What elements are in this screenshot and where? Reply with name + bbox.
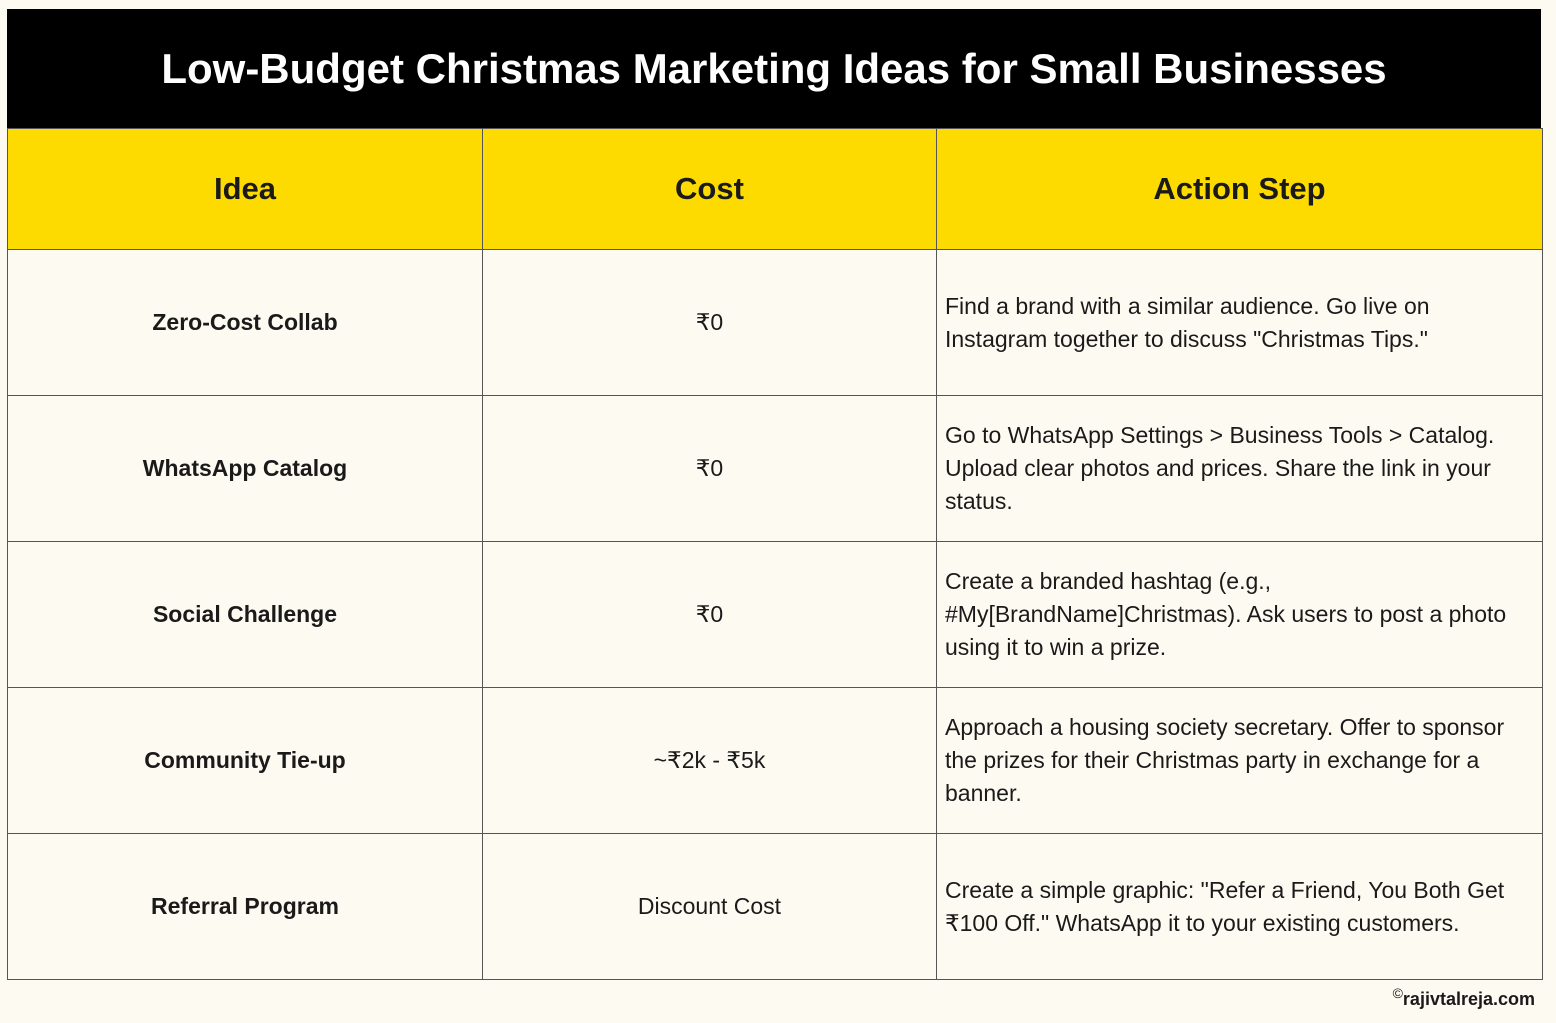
cell-cost: ₹0 xyxy=(482,249,937,396)
cell-action: Approach a housing society secretary. Of… xyxy=(936,687,1543,834)
cell-idea: Community Tie-up xyxy=(7,687,483,834)
cell-cost: ₹0 xyxy=(482,541,937,688)
title: Low-Budget Christmas Marketing Ideas for… xyxy=(7,9,1541,128)
sheet: Low-Budget Christmas Marketing Ideas for… xyxy=(7,9,1543,980)
cell-cost: Discount Cost xyxy=(482,833,937,980)
cell-action: Create a branded hashtag (e.g., #My[Bran… xyxy=(936,541,1543,688)
cell-idea: Referral Program xyxy=(7,833,483,980)
cell-action: Find a brand with a similar audience. Go… xyxy=(936,249,1543,396)
footer: ©rajivtalreja.com xyxy=(1393,985,1535,1010)
header-row: Idea Cost Action Step xyxy=(7,128,1543,250)
column-header: Cost xyxy=(482,128,937,250)
cell-action: Go to WhatsApp Settings > Business Tools… xyxy=(936,395,1543,542)
footer-text: rajivtalreja.com xyxy=(1402,989,1535,1009)
table-row: Community Tie-up ~₹2k - ₹5k Approach a hou… xyxy=(7,687,1543,834)
table-row: WhatsApp Catalog ₹0 Go to WhatsApp Setting… xyxy=(7,395,1543,542)
cell-idea: Social Challenge xyxy=(7,541,483,688)
cell-idea: WhatsApp Catalog xyxy=(7,395,483,542)
cell-cost: ₹0 xyxy=(482,395,937,542)
table-row: Social Challenge ₹0 Create a branded hasht… xyxy=(7,541,1543,688)
copyright-symbol: © xyxy=(1392,985,1403,1001)
cell-idea: Zero-Cost Collab xyxy=(7,249,483,396)
cell-action: Create a simple graphic: "Refer a Friend… xyxy=(936,833,1543,980)
table-row: Zero-Cost Collab ₹0 Find a brand with a si… xyxy=(7,249,1543,396)
table-row: Referral Program Discount Cost Create a si… xyxy=(7,833,1543,980)
table: Idea Cost Action Step Zero-Cost Collab ₹0 Fi… xyxy=(7,128,1543,980)
column-header: Action Step xyxy=(936,128,1543,250)
table-body: Zero-Cost Collab ₹0 Find a brand with a si… xyxy=(7,249,1543,980)
column-header: Idea xyxy=(7,128,483,250)
cell-cost: ~₹2k - ₹5k xyxy=(482,687,937,834)
